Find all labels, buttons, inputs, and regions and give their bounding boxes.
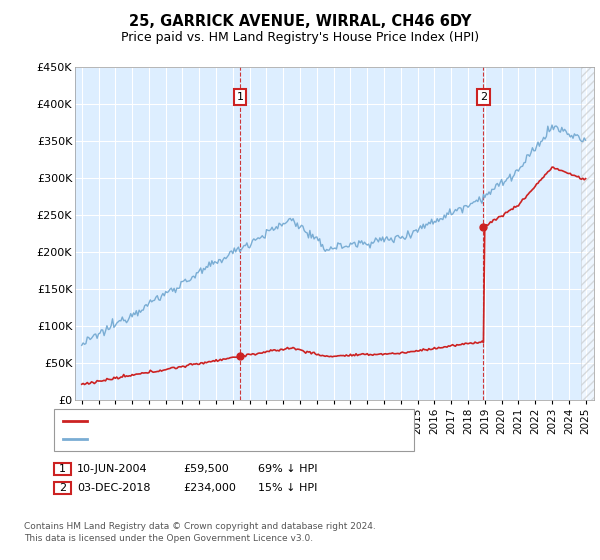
- Text: 2: 2: [480, 92, 487, 102]
- Text: Contains HM Land Registry data © Crown copyright and database right 2024.
This d: Contains HM Land Registry data © Crown c…: [24, 522, 376, 543]
- Text: HPI: Average price, detached house, Wirral: HPI: Average price, detached house, Wirr…: [93, 434, 317, 444]
- Text: Price paid vs. HM Land Registry's House Price Index (HPI): Price paid vs. HM Land Registry's House …: [121, 31, 479, 44]
- Text: 03-DEC-2018: 03-DEC-2018: [77, 483, 151, 493]
- Bar: [581, 67, 596, 400]
- Text: £234,000: £234,000: [183, 483, 236, 493]
- Text: 10-JUN-2004: 10-JUN-2004: [77, 464, 148, 474]
- Text: 1: 1: [236, 92, 244, 102]
- Text: 15% ↓ HPI: 15% ↓ HPI: [258, 483, 317, 493]
- Text: 2: 2: [59, 483, 66, 493]
- Text: 1: 1: [59, 464, 66, 474]
- Text: 25, GARRICK AVENUE, WIRRAL, CH46 6DY (detached house): 25, GARRICK AVENUE, WIRRAL, CH46 6DY (de…: [93, 416, 404, 426]
- Text: 69% ↓ HPI: 69% ↓ HPI: [258, 464, 317, 474]
- Text: £59,500: £59,500: [183, 464, 229, 474]
- Text: 25, GARRICK AVENUE, WIRRAL, CH46 6DY: 25, GARRICK AVENUE, WIRRAL, CH46 6DY: [129, 14, 471, 29]
